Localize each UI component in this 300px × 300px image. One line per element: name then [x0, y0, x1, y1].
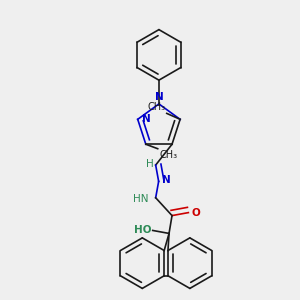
Text: N: N: [154, 92, 163, 102]
Text: N: N: [142, 114, 151, 124]
Text: N: N: [162, 175, 170, 185]
Text: CH₃: CH₃: [147, 102, 165, 112]
Text: HN: HN: [133, 194, 148, 204]
Text: H: H: [146, 159, 153, 169]
Text: O: O: [191, 208, 200, 218]
Text: HO: HO: [134, 225, 151, 235]
Text: CH₃: CH₃: [159, 150, 177, 160]
